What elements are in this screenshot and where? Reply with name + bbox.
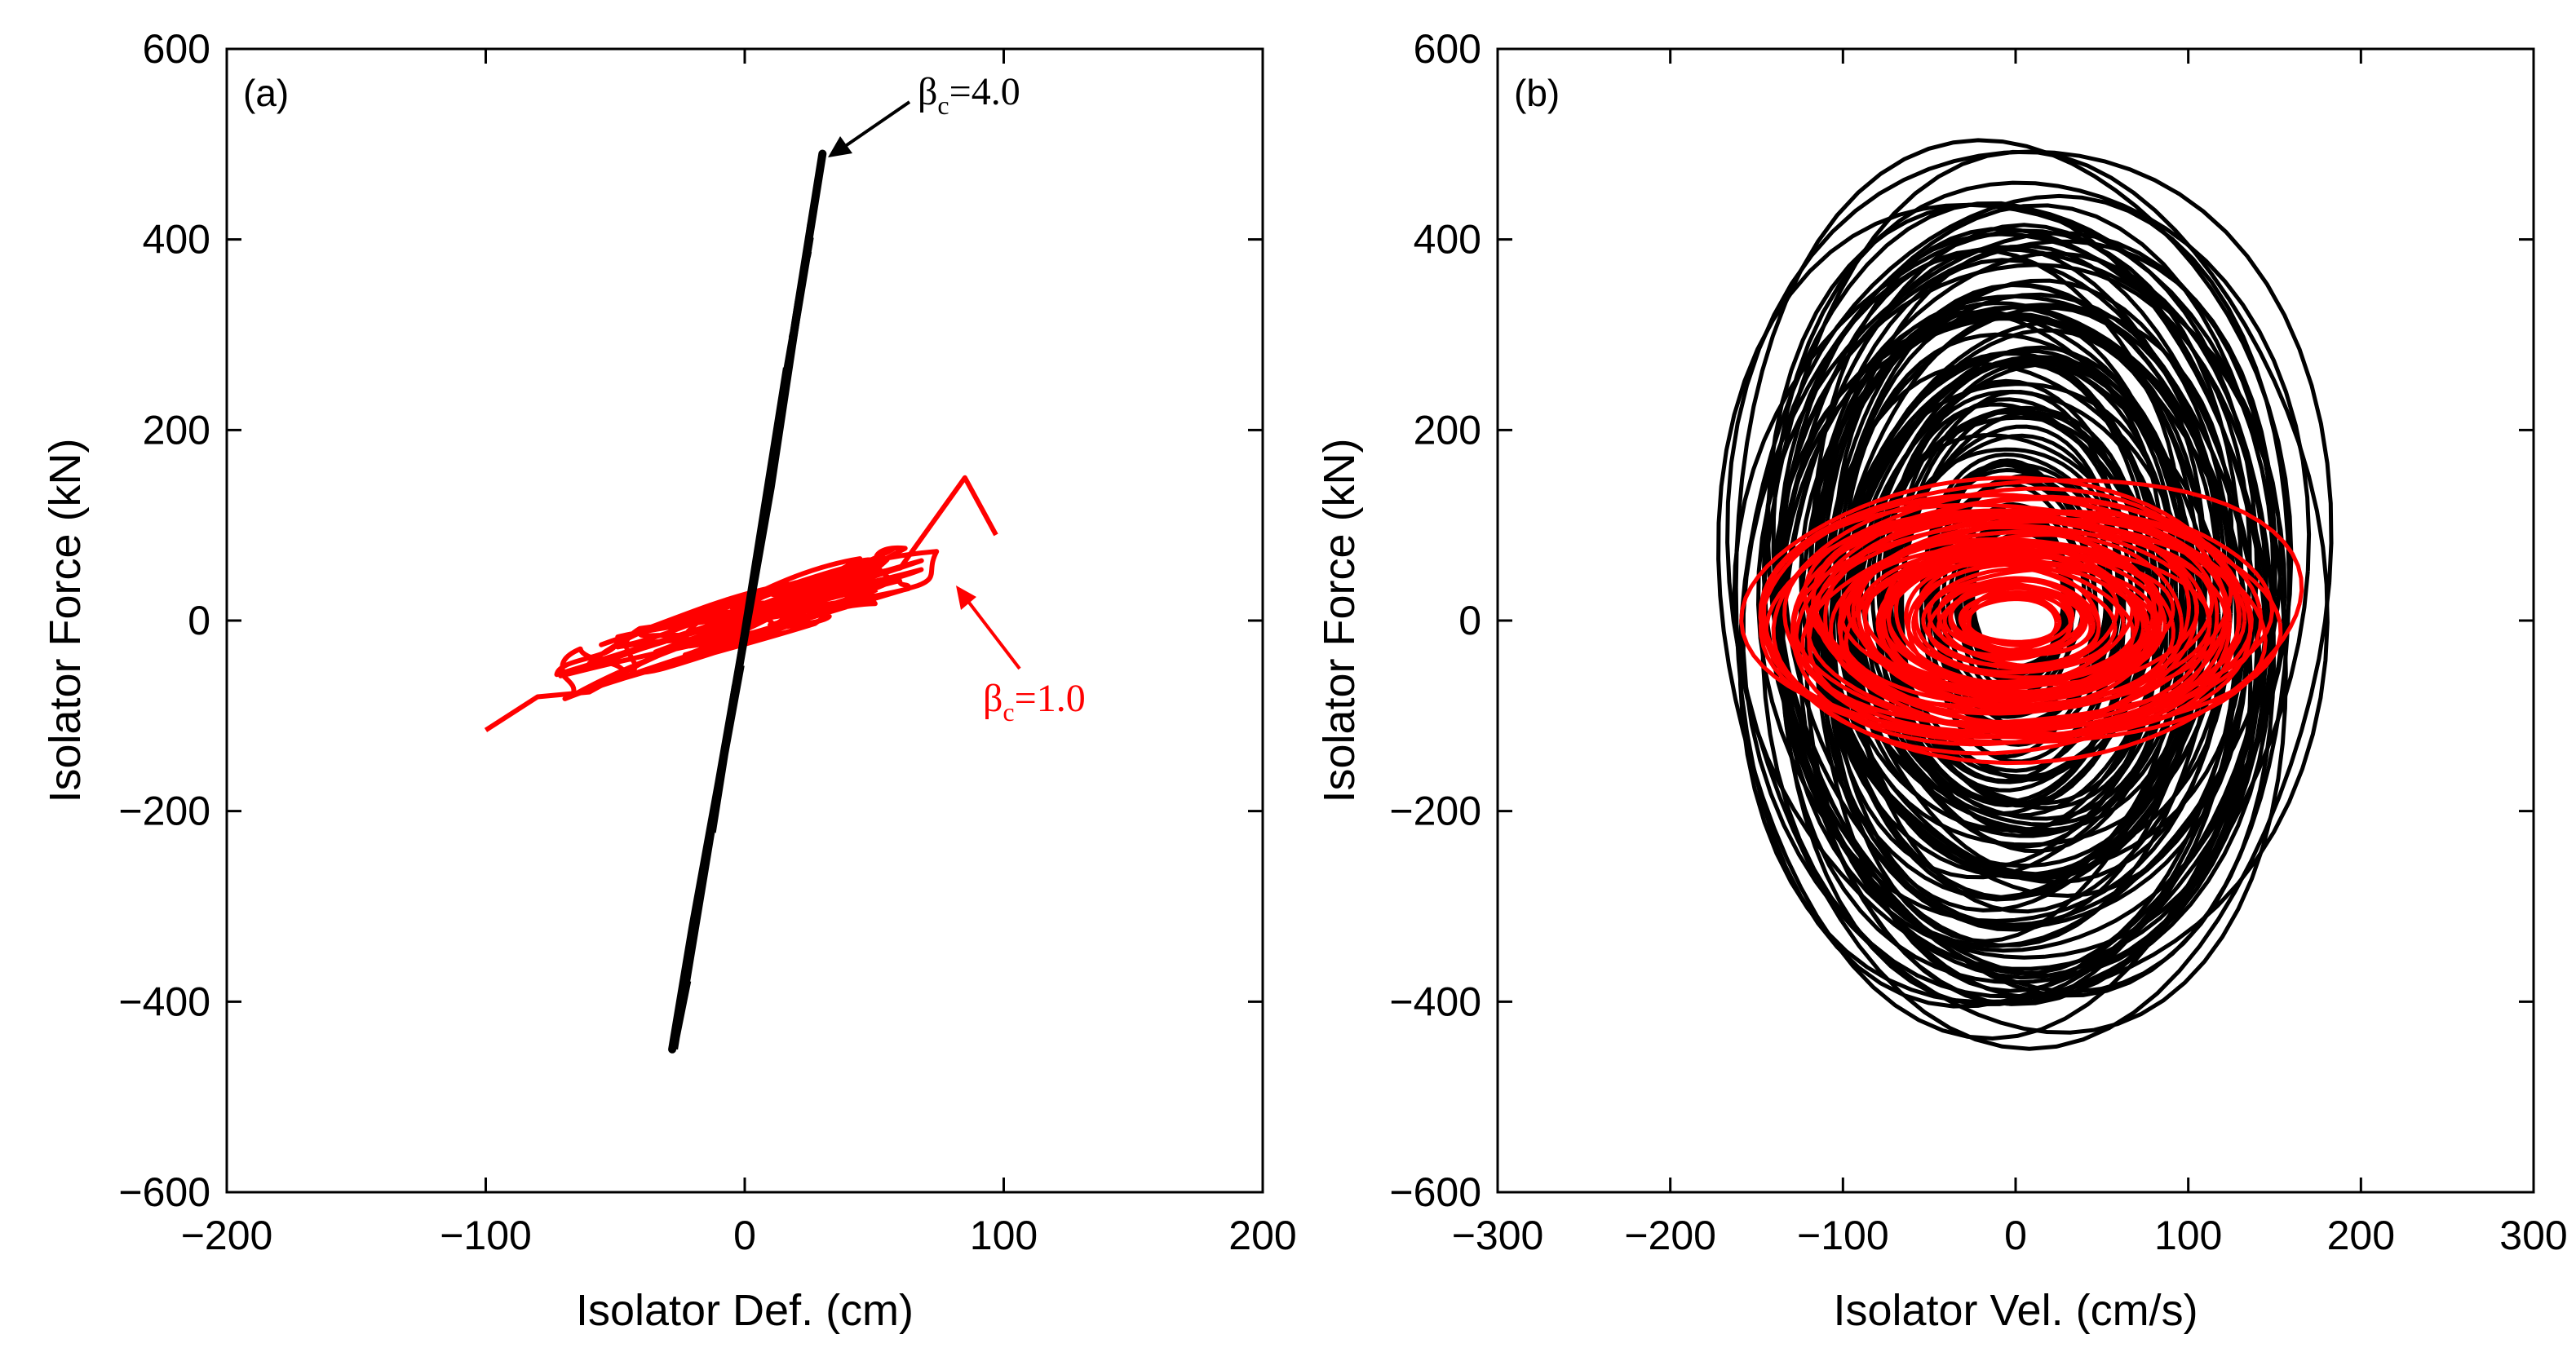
panel-b-ticks — [1496, 47, 2535, 1194]
annotation-beta-4-0-subscript: c — [937, 91, 949, 120]
panel-a-label: (a) — [243, 72, 289, 114]
series-beta-1-0-orbit — [1814, 509, 2233, 725]
series-beta-4-0-orbit — [1777, 232, 2287, 1007]
series-beta-1-0-orbit — [1961, 596, 2059, 647]
panel-a-series-beta-4-0 — [668, 149, 827, 1054]
y-tick-label: 600 — [143, 26, 210, 72]
y-tick-label: −600 — [118, 1169, 210, 1215]
x-tick-label: −200 — [1624, 1213, 1716, 1258]
x-tick-label: −100 — [1797, 1213, 1889, 1258]
series-beta-4-0-orbit — [1831, 312, 2194, 868]
y-tick-label: 200 — [1414, 407, 1481, 453]
annotation-beta-4-0-value: =4.0 — [949, 70, 1020, 113]
y-tick-label: 200 — [143, 407, 210, 453]
panel-a-x-axis-title: Isolator Def. (cm) — [576, 1286, 914, 1335]
panel-b-y-axis-title: Isolator Force (kN) — [1315, 438, 1364, 802]
x-tick-label: 0 — [733, 1213, 756, 1258]
panel-b-tick-labels: −300 −200 −100 0 100 200 300 −600 −400 −200 0 200 40… — [1389, 26, 2567, 1258]
series-beta-4-0-line — [668, 149, 827, 1054]
annotation-beta-4-0-arrow — [843, 100, 911, 148]
y-tick-label: 400 — [143, 217, 210, 263]
series-beta-4-0-orbit — [1725, 149, 2334, 1051]
annotation-beta-1-0: βc=1.0 — [956, 585, 1086, 727]
series-beta-1-0-orbit — [1839, 530, 2158, 703]
series-beta-1-0-orbit — [1843, 532, 2184, 714]
annotation-beta-1-0-value: =1.0 — [1015, 677, 1086, 720]
annotation-beta-4-0-arrowhead — [828, 136, 852, 157]
series-beta-4-0-orbit — [1870, 415, 2142, 808]
x-tick-label: 0 — [2004, 1213, 2027, 1258]
panel-b-series-beta-1-0 — [1739, 475, 2304, 766]
y-tick-label: −400 — [1389, 979, 1481, 1024]
panel-b-chart: −300 −200 −100 0 100 200 300 −600 −400 −200 0 200 40… — [1315, 26, 2568, 1335]
y-tick-label: 400 — [1414, 217, 1481, 263]
series-beta-1-0-orbit — [1855, 537, 2212, 708]
series-beta-4-0-orbit — [1935, 458, 2098, 719]
series-beta-1-0-orbit — [1771, 493, 2268, 745]
panel-a-ticks — [225, 47, 1264, 1194]
x-tick-label: −200 — [181, 1213, 273, 1258]
annotation-beta-1-0-arrow — [965, 598, 1021, 670]
panel-b-x-axis-title: Isolator Vel. (cm/s) — [1833, 1286, 2198, 1335]
x-tick-label: 200 — [2327, 1213, 2395, 1258]
x-tick-label: −300 — [1452, 1213, 1544, 1258]
series-beta-1-0-orbit — [1739, 475, 2253, 740]
x-tick-label: 100 — [970, 1213, 1038, 1258]
annotation-beta-4-0-symbol: β — [918, 70, 937, 113]
annotation-beta-4-0: βc=4.0 — [828, 70, 1020, 157]
series-beta-1-0-orbit — [1861, 557, 2161, 699]
annotation-beta-1-0-subscript: c — [1003, 697, 1014, 727]
series-beta-4-0-orbit — [1716, 202, 2276, 1041]
series-beta-1-0-orbit — [1948, 577, 2096, 656]
y-tick-label: −600 — [1389, 1169, 1481, 1215]
panel-a-y-axis-title: Isolator Force (kN) — [41, 438, 90, 802]
x-tick-label: 100 — [2154, 1213, 2222, 1258]
x-tick-label: −100 — [440, 1213, 532, 1258]
panel-b-plot-frame — [1496, 47, 2535, 1194]
y-tick-label: 600 — [1414, 26, 1481, 72]
y-tick-label: −400 — [118, 979, 210, 1024]
panel-b-label: (b) — [1514, 72, 1560, 114]
x-tick-label: 300 — [2499, 1213, 2567, 1258]
series-beta-1-0-orbit — [1782, 515, 2254, 745]
series-beta-1-0-orbit — [1911, 562, 2136, 680]
series-beta-1-0-orbit — [1879, 544, 2151, 697]
annotation-beta-1-0-text: βc=1.0 — [983, 677, 1086, 727]
y-tick-label: 0 — [188, 598, 210, 643]
y-tick-label: −200 — [118, 789, 210, 834]
y-tick-label: 0 — [1458, 598, 1481, 643]
series-beta-1-0-orbit — [1967, 585, 2075, 652]
panel-a-tick-labels: −200 −100 0 100 200 −600 −400 −200 0 200 400 600 — [118, 26, 1296, 1258]
series-beta-1-0-orbit — [1927, 576, 2101, 668]
annotation-beta-1-0-arrowhead — [956, 585, 976, 610]
annotation-beta-4-0-text: βc=4.0 — [918, 70, 1020, 120]
series-beta-1-0-orbit — [1794, 496, 2275, 725]
y-tick-label: −200 — [1389, 789, 1481, 834]
panel-a-chart: −200 −100 0 100 200 −600 −400 −200 0 200 400 600 (a… — [41, 26, 1297, 1335]
annotation-beta-1-0-symbol: β — [983, 677, 1003, 720]
series-beta-1-0-orbit — [1927, 567, 2101, 669]
series-beta-4-0-orbit — [1876, 433, 2140, 804]
x-tick-label: 200 — [1228, 1213, 1296, 1258]
